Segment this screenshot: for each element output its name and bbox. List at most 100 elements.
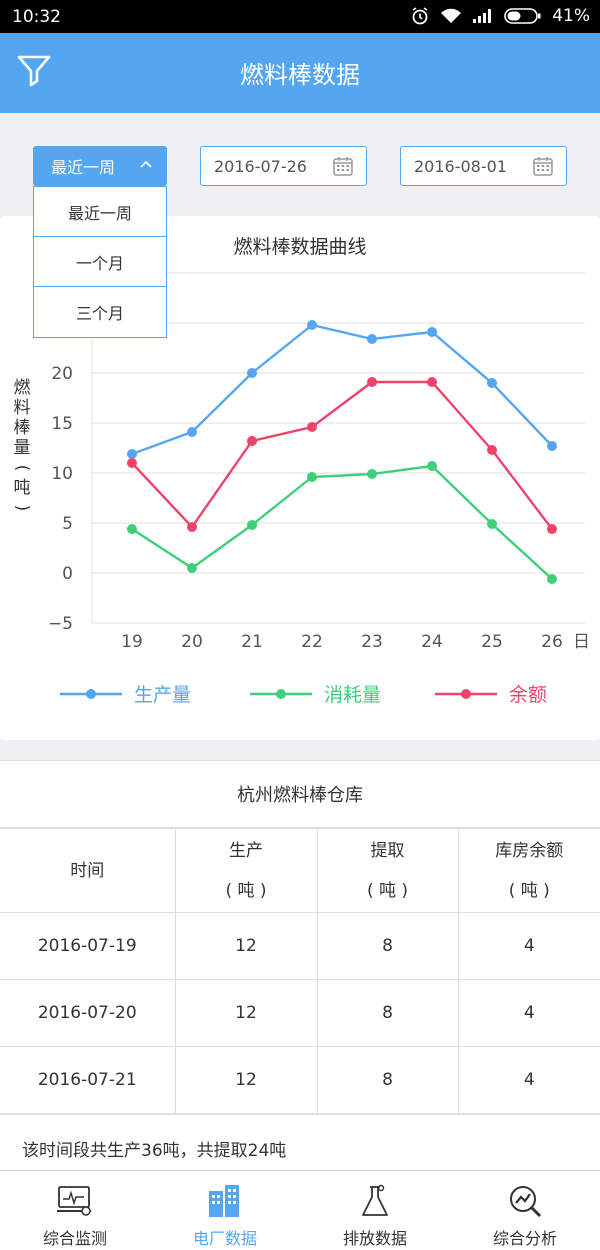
battery-icon <box>504 7 542 25</box>
start-date-field[interactable]: 2016-07-26 <box>200 146 367 186</box>
y-axis-label-char: 棒 <box>13 418 31 438</box>
data-point <box>367 334 377 344</box>
series-line <box>131 380 553 530</box>
header-extraction: 提取( 吨 ) <box>316 828 459 913</box>
page-title: 燃料棒数据 <box>240 61 360 89</box>
y-axis-label-char: 量 <box>13 438 31 458</box>
data-point <box>547 574 557 584</box>
monitor-icon <box>57 1186 91 1216</box>
data-point <box>427 461 437 471</box>
x-tick-label: 26 <box>541 632 563 652</box>
header-balance: 库房余额( 吨 ) <box>457 828 600 913</box>
y-axis-label-char: ) <box>12 504 32 512</box>
y-axis-label-char: 燃 <box>13 378 31 398</box>
range-option-month[interactable]: 一个月 <box>34 237 166 287</box>
warehouse-table: 时间 生产( 吨 ) 提取( 吨 ) 库房余额( 吨 ) 2016-07-19 … <box>0 828 600 1114</box>
data-point <box>127 449 137 459</box>
data-point <box>427 327 437 337</box>
signal-icon <box>472 8 494 24</box>
tab-label: 电厂数据 <box>192 1229 257 1248</box>
building-icon <box>209 1185 239 1217</box>
legend-label: 消耗量 <box>324 684 381 706</box>
cell-balance: 4 <box>457 1046 600 1114</box>
x-tick-label: 19 <box>121 632 143 652</box>
tab-label: 综合分析 <box>492 1229 557 1248</box>
y-tick-label: −5 <box>48 614 73 634</box>
data-point <box>127 458 137 468</box>
data-point <box>187 427 197 437</box>
data-point <box>247 436 257 446</box>
cell-date: 2016-07-21 <box>0 1046 176 1114</box>
x-tick-label: 24 <box>421 632 443 652</box>
analysis-icon <box>510 1186 542 1218</box>
series-line <box>131 323 553 456</box>
legend-marker <box>86 689 96 699</box>
tab-plant-data[interactable]: 电厂数据 <box>150 1171 300 1250</box>
end-date-value: 2016-08-01 <box>414 156 507 176</box>
data-point <box>307 472 317 482</box>
table-title: 杭州燃料棒仓库 <box>0 761 600 828</box>
data-point <box>187 563 197 573</box>
x-tick-label: 21 <box>241 632 263 652</box>
y-tick-label: 20 <box>51 364 73 384</box>
series-line <box>131 464 553 580</box>
y-tick-label: 5 <box>62 514 73 534</box>
tab-emission-data[interactable]: 排放数据 <box>300 1171 450 1250</box>
y-axis-label-char: 料 <box>13 398 31 418</box>
wifi-icon <box>440 7 462 25</box>
x-tick-label: 23 <box>361 632 383 652</box>
y-tick-label: 10 <box>51 464 73 484</box>
status-icons: 41% <box>410 6 590 26</box>
cell-extraction: 8 <box>316 912 459 980</box>
data-point <box>427 377 437 387</box>
filter-controls: 最近一周 2016-07-26 2016-08-01 <box>0 113 600 215</box>
data-point <box>247 368 257 378</box>
calendar-icon[interactable] <box>332 155 354 177</box>
cell-balance: 4 <box>457 979 600 1047</box>
data-point <box>547 441 557 451</box>
y-axis-label-char: ( <box>12 464 32 472</box>
table-row: 2016-07-20 12 8 4 <box>0 979 600 1047</box>
data-point <box>487 519 497 529</box>
tab-monitoring[interactable]: 综合监测 <box>0 1171 150 1250</box>
battery-percent: 41% <box>552 6 590 26</box>
y-tick-label: 0 <box>62 564 73 584</box>
data-point <box>487 445 497 455</box>
filter-icon[interactable] <box>14 51 54 91</box>
y-axis-label: 燃料棒量 (吨) <box>10 378 34 518</box>
cell-date: 2016-07-20 <box>0 979 176 1047</box>
cell-extraction: 8 <box>316 1046 459 1114</box>
range-select-label: 最近一周 <box>51 158 116 177</box>
legend-label: 余额 <box>509 684 547 706</box>
y-tick-label: 15 <box>51 414 73 434</box>
range-option-quarter[interactable]: 三个月 <box>75 304 124 323</box>
data-point <box>487 378 497 388</box>
warehouse-table-card: 杭州燃料棒仓库 时间 生产( 吨 ) 提取( 吨 ) 库房余额( 吨 ) 201… <box>0 760 600 1170</box>
data-point <box>127 524 137 534</box>
legend-label: 生产量 <box>134 684 191 706</box>
flask-icon <box>362 1184 388 1216</box>
data-point <box>247 520 257 530</box>
bottom-tab-bar: 综合监测 电厂数据 排放数据 综合分析 <box>0 1170 600 1250</box>
cell-production: 12 <box>174 1046 318 1114</box>
alarm-icon <box>410 6 430 26</box>
cell-date: 2016-07-19 <box>0 912 176 980</box>
status-time: 10:32 <box>12 7 61 27</box>
data-point <box>187 522 197 532</box>
chart-title: 燃料棒数据曲线 <box>233 236 367 258</box>
legend-marker <box>276 689 286 699</box>
cell-extraction: 8 <box>316 979 459 1047</box>
calendar-icon[interactable] <box>532 155 554 177</box>
range-option-week[interactable]: 最近一周 <box>34 187 166 237</box>
range-select[interactable]: 最近一周 <box>33 146 167 186</box>
table-header-row: 时间 生产( 吨 ) 提取( 吨 ) 库房余额( 吨 ) <box>0 828 600 913</box>
tab-analysis[interactable]: 综合分析 <box>450 1171 600 1250</box>
data-point <box>307 422 317 432</box>
chart-card: 燃料棒数据曲线 20 15 10 5 0 −5 19 20 21 22 23 24 25 26 日生产量 消耗… <box>0 216 600 740</box>
x-tick-label: 22 <box>301 632 323 652</box>
chevron-up-icon <box>140 160 152 168</box>
data-point <box>307 320 317 330</box>
app-bar: 燃料棒数据 <box>0 33 600 113</box>
data-point <box>367 377 377 387</box>
end-date-field[interactable]: 2016-08-01 <box>400 146 567 186</box>
